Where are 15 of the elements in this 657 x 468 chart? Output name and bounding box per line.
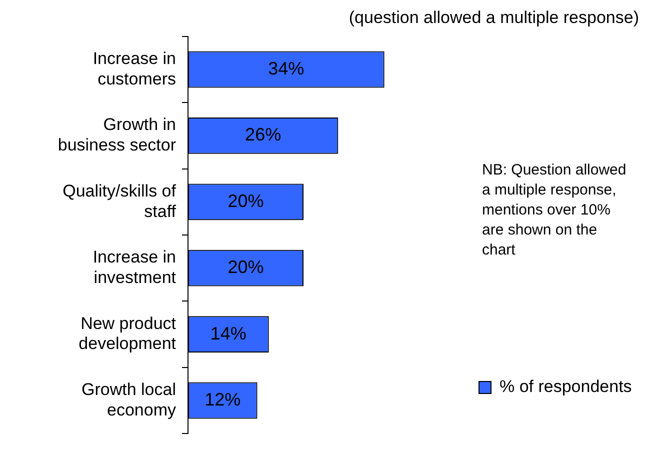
text: (question allowed a multiple response) xyxy=(348,8,639,27)
data-label: 20% xyxy=(228,190,264,211)
y-tick-label: Increase in customers xyxy=(92,48,176,88)
data-label: 12% xyxy=(204,389,241,410)
y-tick-label: Quality/skills of staff xyxy=(62,181,176,221)
legend-label: % of respondents xyxy=(500,377,632,396)
y-tick-label: Growth in business sector xyxy=(58,115,176,155)
data-label: 26% xyxy=(245,124,282,145)
data-label: 14% xyxy=(210,323,246,344)
data-label: 20% xyxy=(228,257,264,278)
y-tick-label: Growth local economy xyxy=(82,380,176,420)
data-label: 34% xyxy=(268,58,304,78)
y-tick-label: Increase in investment xyxy=(92,248,176,287)
text: NB: Question allowed a multiple response, mentions over 10% are shown on the chart xyxy=(482,162,626,259)
y-tick-label: New product development xyxy=(78,314,176,354)
